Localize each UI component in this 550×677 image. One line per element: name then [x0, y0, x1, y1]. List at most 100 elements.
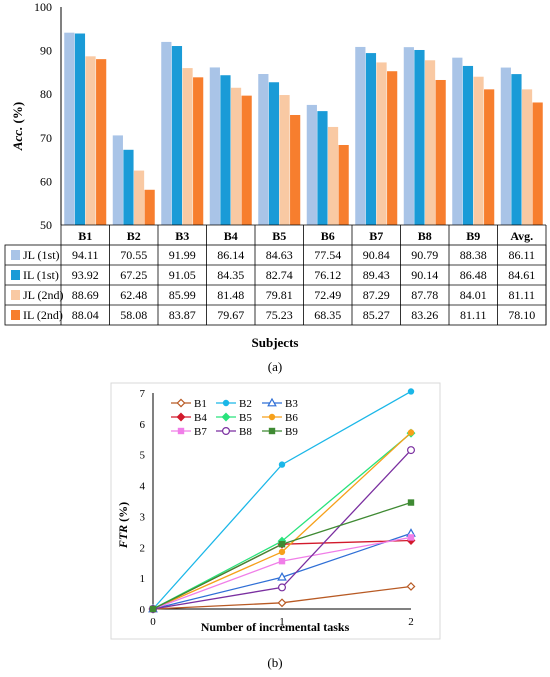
b-line-B9 [152, 501, 412, 610]
a-bar-B1-series-3 [96, 59, 107, 225]
b-point-B6-2 [407, 429, 415, 436]
a-xlabel: Subjects [252, 335, 299, 350]
b-legend-label-B7: B7 [194, 426, 207, 438]
a-table-cell-3-9: 78.10 [508, 308, 535, 322]
a-category-label-1: B2 [127, 229, 141, 243]
a-bar-B3-series-2 [182, 68, 193, 225]
a-category-label-6: B7 [369, 229, 383, 243]
b-y-tick-3: 3 [140, 511, 146, 523]
a-category-label-8: B9 [466, 229, 480, 243]
a-table-cell-2-3: 81.48 [217, 288, 244, 302]
a-table-cell-0-3: 86.14 [217, 248, 244, 262]
b-legend-marker-B9 [268, 427, 276, 435]
a-table-cell-1-8: 86.48 [460, 268, 487, 282]
a-table-cell-0-7: 90.79 [411, 248, 438, 262]
a-category-label-2: B3 [175, 229, 189, 243]
b-legend-label-B4: B4 [194, 412, 207, 424]
b-x-tick-0: 0 [150, 616, 156, 628]
b-x-tick-labels: 0 1 2 [150, 616, 414, 628]
b-point-B7-1 [278, 557, 286, 565]
a-bar-B5-series-0 [258, 74, 269, 225]
b-point-B9-1 [278, 540, 286, 548]
b-y-tick-1: 1 [140, 573, 146, 585]
a-y-tick-1: 60 [40, 174, 52, 188]
b-point-B9-0 [149, 605, 157, 613]
b-series-lines [148, 388, 416, 614]
a-table-cell-1-3: 84.35 [217, 268, 244, 282]
a-table-cell-1-1: 67.25 [120, 268, 147, 282]
a-bar-B3-series-1 [171, 46, 183, 225]
b-y-tick-6: 6 [140, 419, 146, 431]
a-legend-swatch-1 [11, 270, 20, 280]
b-ylabel-unit: (%) [116, 502, 130, 525]
a-bar-B9-series-3 [484, 89, 495, 225]
a-bar-B9-series-2 [473, 76, 484, 225]
a-table-cell-2-6: 87.29 [363, 288, 390, 302]
a-legend-swatch-3 [11, 310, 20, 320]
b-caption: (b) [267, 655, 282, 670]
a-table-cell-3-0: 88.04 [72, 308, 99, 322]
b-legend-marker-B5 [221, 412, 231, 422]
a-table-cell-3-6: 85.27 [363, 308, 390, 322]
b-y-tick-5: 5 [140, 450, 146, 462]
b-legend-marker-B7 [177, 427, 185, 435]
a-bar-B1-series-0 [64, 32, 75, 225]
a-table-cell-1-5: 76.12 [314, 268, 341, 282]
a-ylabel-main: Acc. [10, 127, 25, 151]
a-table-cell-1-9: 84.61 [508, 268, 535, 282]
b-legend-marker-B4 [176, 412, 186, 422]
b-point-B8-1 [278, 583, 287, 592]
b-y-tick-labels: 0 1 2 3 4 5 6 7 [140, 388, 146, 616]
a-bar-B8-series-1 [414, 49, 425, 226]
a-table-cell-2-4: 79.81 [266, 288, 293, 302]
b-legend-marker-B2 [222, 399, 230, 407]
b-frame [110, 382, 441, 640]
b-legend-marker-B8 [222, 427, 231, 436]
a-table-cell-2-1: 62.48 [120, 288, 147, 302]
a-table-cell-2-8: 84.01 [460, 288, 487, 302]
a-table-cell-3-3: 79.67 [217, 308, 244, 322]
b-legend-label-B6: B6 [285, 412, 298, 424]
a-bar-B1-series-2 [85, 56, 96, 225]
a-bar-Avg-series-1 [511, 74, 522, 225]
a-table-cell-2-5: 72.49 [314, 288, 341, 302]
a-table-cell-1-0: 93.92 [72, 268, 99, 282]
a-table-cell-2-2: 85.99 [169, 288, 196, 302]
b-legend-marker-B6 [268, 413, 276, 421]
a-table-cell-2-7: 87.78 [411, 288, 438, 302]
a-bar-B2-series-2 [133, 170, 145, 225]
a-table-cell-0-9: 86.11 [508, 248, 535, 262]
b-legend: B1 B2 B3 B4 B5 B6 B7 B8 B9 [171, 397, 298, 438]
a-bar-B4-series-1 [220, 75, 231, 225]
a-bar-B6-series-0 [306, 104, 317, 225]
a-category-label-5: B6 [321, 229, 335, 243]
b-legend-label-B3: B3 [285, 398, 298, 410]
a-legend-label-0: JL (1st) [23, 248, 60, 262]
a-category-label-0: B1 [78, 229, 92, 243]
a-bar-B6-series-2 [327, 126, 339, 225]
a-table-cell-2-9: 81.11 [508, 288, 535, 302]
a-y-tick-5: 100 [34, 0, 52, 14]
b-point-B2-1 [278, 461, 286, 468]
a-bar-B4-series-3 [241, 95, 252, 226]
a-bar-B3-series-0 [161, 41, 172, 225]
a-table-cell-0-1: 70.55 [120, 248, 147, 262]
a-legend-swatch-0 [11, 250, 20, 260]
b-legend-label-B1: B1 [194, 398, 207, 410]
a-legend-label-1: IL (1st) [23, 268, 59, 282]
a-table-cell-0-8: 88.38 [460, 248, 487, 262]
a-y-tick-4: 90 [40, 44, 52, 58]
b-legend-marker-B3 [267, 397, 277, 407]
a-bar-B1-series-1 [74, 33, 86, 225]
a-legend-label-3: IL (2nd) [23, 308, 63, 322]
b-ylabel: FTR (%) [116, 502, 130, 549]
b-point-B6-1 [278, 548, 286, 556]
a-bar-B5-series-2 [279, 95, 290, 225]
a-category-label-3: B4 [224, 229, 238, 243]
a-caption: (a) [268, 359, 282, 374]
a-bar-B8-series-0 [403, 47, 414, 225]
b-y-tick-7: 7 [140, 388, 146, 400]
b-point-B7-2 [407, 534, 415, 541]
a-table-cell-0-6: 90.84 [363, 248, 390, 262]
